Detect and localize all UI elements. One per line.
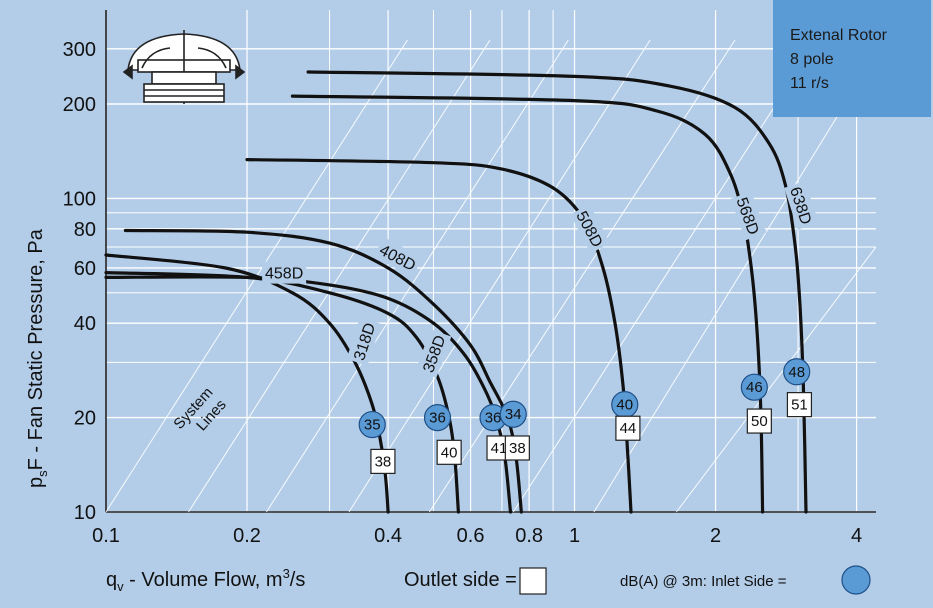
system-line <box>676 246 877 513</box>
inlet-db-value: 35 <box>364 417 381 434</box>
system-line <box>428 39 736 513</box>
inlet-db-value: 36 <box>429 410 446 427</box>
x-axis-label: qv - Volume Flow, m3/s <box>106 566 305 594</box>
curve-label-bg <box>784 181 819 230</box>
legend-inlet-label: dB(A) @ 3m: Inlet Side = <box>620 573 787 590</box>
axis-ticks: 0.1 0.2 0.4 0.6 0.8 1 2 4 10 20 40 60 80 100 200 300 <box>63 39 863 547</box>
x-tick-label: 4 <box>851 525 862 547</box>
y-tick-label: 20 <box>74 408 96 430</box>
system-line <box>593 53 877 513</box>
curve-label-bg <box>346 317 382 366</box>
outlet-db-value: 41 <box>491 440 508 457</box>
legend-inlet-circle <box>841 565 871 595</box>
info-line-speed: 11 r/s <box>790 75 829 92</box>
inlet-db-value: 46 <box>746 379 763 396</box>
y-tick-label: 10 <box>74 502 96 524</box>
legend-outlet-box <box>519 567 547 595</box>
outlet-db-value: 38 <box>375 453 392 470</box>
x-tick-label: 2 <box>710 525 721 547</box>
inlet-db-value: 40 <box>616 397 633 414</box>
outlet-db-marker <box>786 392 813 418</box>
outlet-db-marker <box>615 415 641 441</box>
curve-458D <box>104 275 513 514</box>
inlet-db-value: 36 <box>485 410 502 427</box>
outlet-db-value: 51 <box>791 397 808 414</box>
curve-label-bg <box>373 237 423 278</box>
legend-outlet-label: Outlet side = <box>404 569 517 591</box>
x-tick-label: 0.6 <box>457 525 485 547</box>
inlet-db-marker <box>783 358 811 386</box>
system-line <box>188 39 491 513</box>
curve-label: 458D <box>265 266 303 283</box>
y-tick-label: 200 <box>63 94 96 116</box>
y-tick-label: 40 <box>74 313 96 335</box>
outlet-db-marker <box>504 435 530 461</box>
outlet-db-marker <box>436 439 462 465</box>
x-tick-label: 0.2 <box>233 525 261 547</box>
outlet-db-value: 44 <box>620 420 637 437</box>
inlet-db-value: 48 <box>788 364 805 381</box>
system-line <box>512 39 818 513</box>
x-tick-label: 0.4 <box>374 525 402 547</box>
curve-label-bg <box>262 261 307 284</box>
curve-label-bg <box>730 191 767 241</box>
info-line-pole: 8 pole <box>790 51 834 68</box>
curve-638D <box>306 70 808 514</box>
legend: Outlet side = dB(A) @ 3m: Inlet Side = <box>404 565 871 595</box>
x-tick-label: 0.1 <box>92 525 120 547</box>
roof-fan-illustration <box>122 30 246 104</box>
y-tick-label: 100 <box>63 188 96 210</box>
inlet-db-marker <box>499 400 527 428</box>
y-tick-label: 80 <box>74 219 96 241</box>
system-line <box>266 39 569 513</box>
inlet-db-marker <box>740 373 768 401</box>
inlet-db-value: 34 <box>505 406 522 423</box>
info-box: Extenal Rotor 8 pole 11 r/s <box>773 0 931 117</box>
system-line <box>348 39 651 513</box>
outlet-db-value: 50 <box>751 413 768 430</box>
inlet-db-marker <box>423 404 452 432</box>
x-tick-label: 0.8 <box>515 525 543 547</box>
curve-label-bg <box>415 329 452 379</box>
y-axis-label: psF - Fan Static Pressure, Pa <box>25 228 50 488</box>
inlet-db-marker <box>358 410 386 439</box>
outlet-db-marker <box>746 408 772 434</box>
y-tick-label: 60 <box>74 258 96 280</box>
info-line-rotor: Extenal Rotor <box>790 27 888 44</box>
y-tick-label: 300 <box>63 39 96 61</box>
outlet-db-marker <box>370 448 396 474</box>
curve-408D <box>123 228 523 514</box>
outlet-db-value: 38 <box>509 440 526 457</box>
curve-label-bg <box>570 204 611 254</box>
outlet-db-value: 40 <box>441 444 458 461</box>
x-tick-label: 1 <box>569 525 580 547</box>
